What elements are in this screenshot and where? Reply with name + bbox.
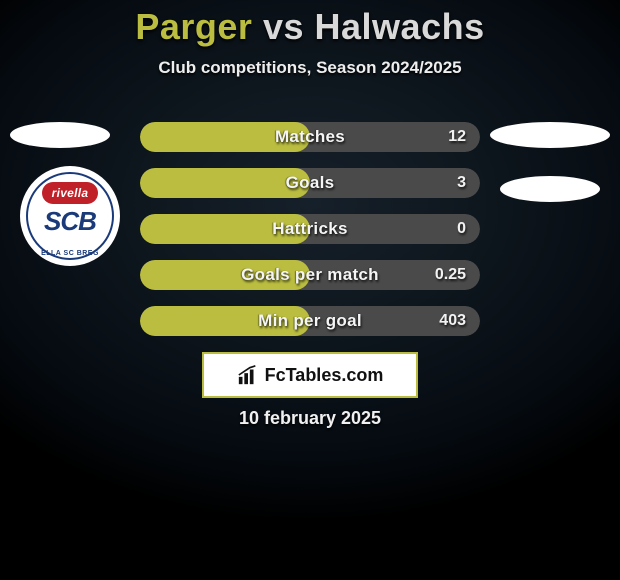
date-line: 10 february 2025 bbox=[0, 408, 620, 429]
title-player2: Halwachs bbox=[315, 6, 485, 47]
title-player1: Parger bbox=[135, 6, 252, 47]
bar-value-right: 3 bbox=[457, 168, 466, 198]
page-title: Parger vs Halwachs bbox=[0, 0, 620, 48]
bar-row: Matches12 bbox=[140, 122, 480, 152]
bar-value-right: 403 bbox=[439, 306, 466, 336]
bar-chart-icon bbox=[237, 364, 259, 386]
badge-bottom-text: ELLA SC BREG bbox=[20, 166, 120, 266]
bar-row: Goals per match0.25 bbox=[140, 260, 480, 290]
bar-label: Matches bbox=[140, 122, 480, 152]
bar-label: Goals per match bbox=[140, 260, 480, 290]
bar-row: Hattricks0 bbox=[140, 214, 480, 244]
bar-row: Min per goal403 bbox=[140, 306, 480, 336]
bar-label: Min per goal bbox=[140, 306, 480, 336]
club-badge: rivella SCB ELLA SC BREG bbox=[20, 166, 120, 266]
bar-value-right: 0 bbox=[457, 214, 466, 244]
title-vs: vs bbox=[263, 6, 304, 47]
content-root: Parger vs Halwachs Club competitions, Se… bbox=[0, 0, 620, 580]
left-ellipse bbox=[10, 122, 110, 148]
bar-label: Hattricks bbox=[140, 214, 480, 244]
bar-row: Goals3 bbox=[140, 168, 480, 198]
subtitle: Club competitions, Season 2024/2025 bbox=[0, 58, 620, 78]
right-ellipse-2 bbox=[500, 176, 600, 202]
bar-value-right: 0.25 bbox=[435, 260, 466, 290]
comparison-bars: Matches12 Goals3 Hattricks0 Goals per match… bbox=[140, 122, 480, 352]
brand-box[interactable]: FcTables.com bbox=[202, 352, 418, 398]
brand-text: FcTables.com bbox=[265, 365, 384, 386]
right-ellipse-1 bbox=[490, 122, 610, 148]
bar-label: Goals bbox=[140, 168, 480, 198]
bar-value-right: 12 bbox=[448, 122, 466, 152]
